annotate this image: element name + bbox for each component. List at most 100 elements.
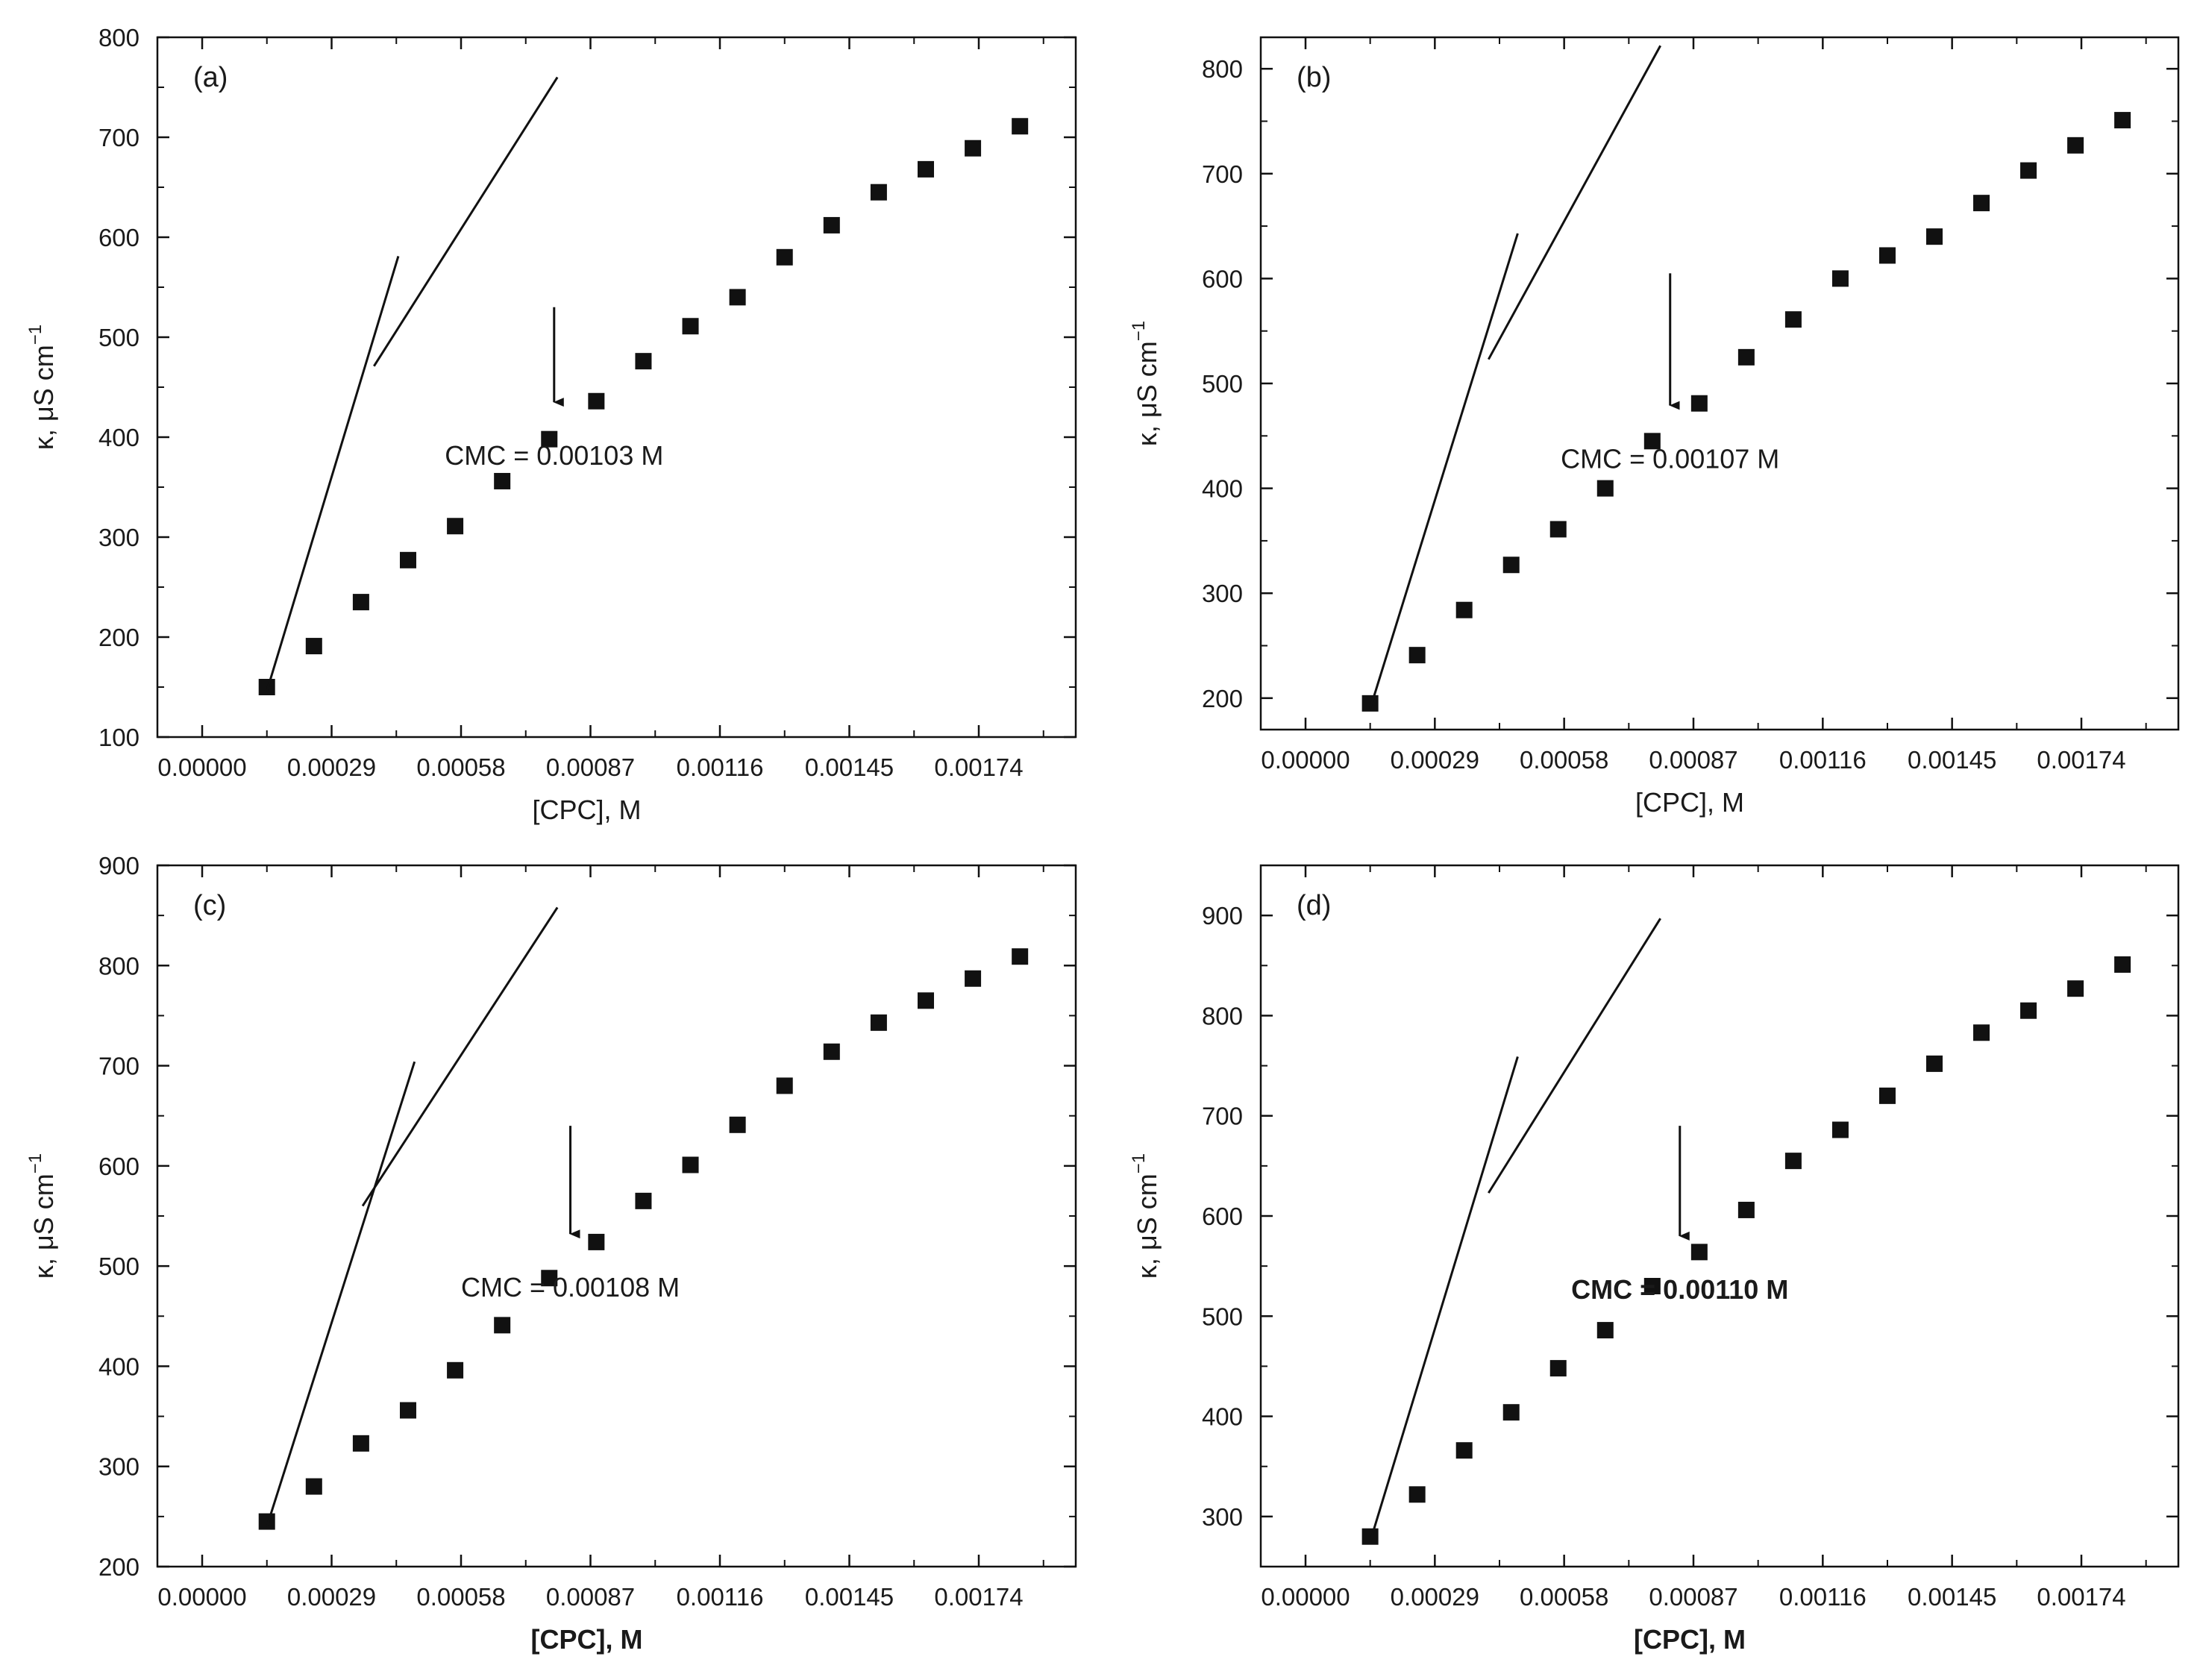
x-tick-label: 0.00000 xyxy=(157,753,246,781)
fit-line xyxy=(1369,233,1519,709)
chart-panel-b: 0.00000 0.00029 0.00058 0.00087 0.00116 0.001… xyxy=(1129,36,2180,818)
panel-label: (d) xyxy=(1297,890,1331,921)
data-point xyxy=(965,970,982,987)
x-tick-label: 0.00058 xyxy=(1520,746,1608,774)
data-point xyxy=(965,140,982,157)
data-point xyxy=(823,1043,840,1060)
y-tick-label: 400 xyxy=(98,424,140,451)
y-tick-label: 200 xyxy=(1202,685,1243,712)
y-tick-label: 300 xyxy=(98,1453,140,1481)
x-tick-label: 0.00116 xyxy=(1779,746,1867,774)
y-tick-label: 400 xyxy=(98,1353,140,1380)
data-point xyxy=(729,289,746,306)
x-axis-title: [CPC], M xyxy=(532,794,641,825)
y-axis-title-main: κ, μS cm xyxy=(1132,1173,1162,1279)
data-point xyxy=(399,551,416,568)
y-tick-label: 700 xyxy=(98,1053,140,1080)
plot-frame xyxy=(156,36,1077,739)
data-point xyxy=(1784,1153,1802,1170)
y-axis-title-main: κ, μS cm xyxy=(1132,341,1162,446)
y-axis-title: κ, μS cm−1 xyxy=(1129,1153,1162,1279)
data-point xyxy=(2114,112,2131,129)
x-tick-label: 0.00174 xyxy=(2037,1583,2125,1611)
data-point xyxy=(1408,1486,1426,1503)
y-tick-label: 200 xyxy=(98,1553,140,1581)
data-point xyxy=(305,638,322,655)
y-tick-label: 700 xyxy=(1202,160,1243,188)
y-axis-title-superscript: −1 xyxy=(1129,321,1149,341)
cmc-annotation: CMC = 0.00108 M xyxy=(461,1272,680,1303)
y-tick-label: 500 xyxy=(98,1253,140,1280)
data-point xyxy=(823,216,840,233)
data-point xyxy=(494,1317,511,1334)
data-point xyxy=(1596,480,1614,497)
y-tick-label: 800 xyxy=(98,952,140,980)
x-tick-label: 0.00058 xyxy=(416,753,505,781)
plot-frame xyxy=(156,864,1077,1568)
data-point xyxy=(1690,395,1708,412)
data-point xyxy=(2020,1002,2037,1019)
data-point xyxy=(1690,1244,1708,1261)
y-tick-label: 500 xyxy=(1202,370,1243,398)
data-point xyxy=(1502,1404,1520,1421)
x-tick-label: 0.00058 xyxy=(1520,1583,1608,1611)
data-point xyxy=(588,1233,605,1250)
y-axis-title-superscript: −1 xyxy=(1129,1153,1149,1173)
data-point xyxy=(1455,1442,1473,1459)
data-point xyxy=(870,1014,887,1031)
y-tick-label: 300 xyxy=(1202,1503,1243,1531)
data-point xyxy=(2067,980,2084,997)
data-point xyxy=(1831,1121,1849,1138)
data-point xyxy=(1455,601,1473,618)
data-point xyxy=(305,1478,322,1495)
data-point xyxy=(1502,557,1520,574)
panel-label: (b) xyxy=(1297,62,1331,93)
y-axis-title-superscript: −1 xyxy=(25,1153,46,1173)
x-tick-label: 0.00087 xyxy=(1649,1583,1737,1611)
x-tick-label: 0.00029 xyxy=(1391,746,1479,774)
data-point xyxy=(1012,118,1029,135)
x-tick-label: 0.00087 xyxy=(546,753,635,781)
x-tick-label: 0.00174 xyxy=(2037,746,2125,774)
x-tick-label: 0.00000 xyxy=(157,1583,246,1611)
data-point xyxy=(2020,162,2037,179)
cmc-annotation: CMC = 0.00107 M xyxy=(1561,444,1779,474)
y-tick-label: 200 xyxy=(98,624,140,651)
x-tick-label: 0.00116 xyxy=(677,753,764,781)
chart-panel-a: 0.00000 0.00029 0.00058 0.00087 0.00116 0.001… xyxy=(25,24,1077,825)
x-axis-title: [CPC], M xyxy=(1634,1624,1746,1655)
data-point xyxy=(1549,1360,1567,1377)
data-point xyxy=(399,1402,416,1419)
data-point xyxy=(682,1156,699,1173)
data-point xyxy=(729,1116,746,1133)
data-point xyxy=(2114,956,2131,973)
x-tick-label: 0.00087 xyxy=(546,1583,635,1611)
x-tick-label: 0.00174 xyxy=(934,753,1023,781)
data-point xyxy=(352,1435,369,1452)
fit-line xyxy=(266,1061,416,1527)
data-point xyxy=(682,318,699,335)
data-point xyxy=(776,248,793,266)
x-tick-label: 0.00058 xyxy=(416,1583,505,1611)
x-tick-label: 0.00174 xyxy=(934,1583,1023,1611)
data-point xyxy=(635,1192,652,1209)
cmc-annotation: CMC = 0.00103 M xyxy=(445,440,663,471)
x-axis-title: [CPC], M xyxy=(531,1624,643,1655)
data-point xyxy=(1831,270,1849,287)
x-tick-label: 0.00145 xyxy=(1908,746,1996,774)
y-tick-label: 300 xyxy=(1202,580,1243,607)
data-point xyxy=(870,184,887,201)
cmc-annotation: CMC = 0.00110 M xyxy=(1571,1274,1788,1305)
x-tick-label: 0.00029 xyxy=(1391,1583,1479,1611)
data-point xyxy=(588,392,605,410)
plot-frame xyxy=(1259,864,2180,1568)
data-point xyxy=(258,679,275,695)
data-point xyxy=(917,160,934,178)
data-point xyxy=(1878,247,1896,264)
y-tick-label: 600 xyxy=(1202,1203,1243,1230)
data-point xyxy=(1643,433,1661,450)
data-point xyxy=(776,1077,793,1094)
data-point xyxy=(1973,195,1990,212)
y-tick-label: 800 xyxy=(1202,1002,1243,1029)
